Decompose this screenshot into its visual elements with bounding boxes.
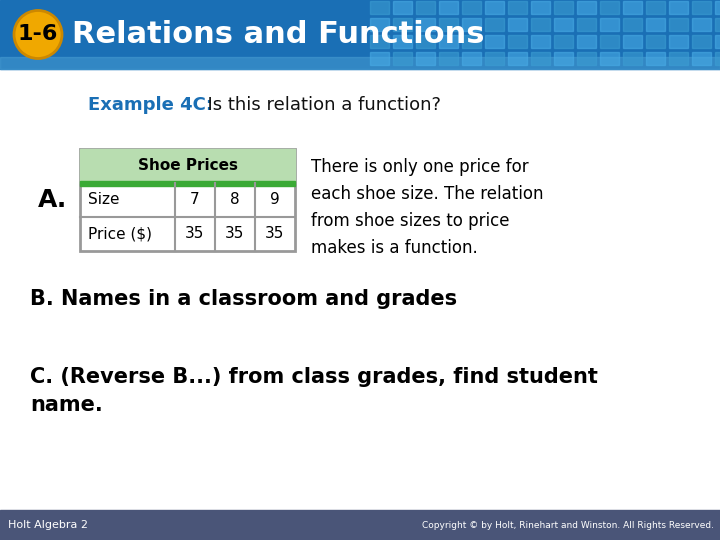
Bar xyxy=(715,18,720,31)
Text: Example 4C:: Example 4C: xyxy=(88,96,213,114)
Text: 35: 35 xyxy=(265,226,284,241)
Text: 8: 8 xyxy=(230,192,240,207)
Bar xyxy=(600,1,619,14)
Bar xyxy=(485,1,504,14)
Bar xyxy=(416,52,435,65)
Bar xyxy=(508,1,527,14)
Bar xyxy=(80,149,295,251)
Bar xyxy=(646,18,665,31)
Bar xyxy=(554,1,573,14)
Bar xyxy=(439,1,458,14)
Bar xyxy=(554,35,573,48)
Bar xyxy=(531,35,550,48)
Bar xyxy=(462,18,481,31)
Text: Size: Size xyxy=(88,192,120,207)
Bar xyxy=(669,35,688,48)
Text: Price ($): Price ($) xyxy=(88,226,152,241)
Text: C. (Reverse B...) from class grades, find student
name.: C. (Reverse B...) from class grades, fin… xyxy=(30,367,598,415)
Bar xyxy=(0,57,720,69)
Text: Holt Algebra 2: Holt Algebra 2 xyxy=(8,520,88,530)
Bar xyxy=(531,52,550,65)
Bar xyxy=(623,18,642,31)
Bar xyxy=(531,1,550,14)
Bar xyxy=(623,1,642,14)
Text: Shoe Prices: Shoe Prices xyxy=(138,159,238,173)
Bar xyxy=(554,52,573,65)
Bar xyxy=(692,18,711,31)
Bar xyxy=(485,18,504,31)
Bar xyxy=(600,52,619,65)
Bar xyxy=(577,18,596,31)
Bar xyxy=(485,52,504,65)
Bar xyxy=(370,35,389,48)
Bar xyxy=(393,52,412,65)
Bar xyxy=(462,35,481,48)
Bar xyxy=(577,52,596,65)
Bar xyxy=(715,52,720,65)
Bar xyxy=(462,52,481,65)
Bar xyxy=(439,18,458,31)
Bar xyxy=(600,35,619,48)
Bar xyxy=(715,35,720,48)
Bar xyxy=(692,52,711,65)
Text: B. Names in a classroom and grades: B. Names in a classroom and grades xyxy=(30,289,457,309)
Bar xyxy=(0,510,720,540)
Bar xyxy=(393,35,412,48)
Bar xyxy=(669,18,688,31)
Bar xyxy=(715,1,720,14)
Text: There is only one price for
each shoe size. The relation
from shoe sizes to pric: There is only one price for each shoe si… xyxy=(311,158,544,257)
Text: 7: 7 xyxy=(190,192,200,207)
Bar xyxy=(600,18,619,31)
Bar xyxy=(485,35,504,48)
Bar xyxy=(416,1,435,14)
Bar xyxy=(531,18,550,31)
Bar xyxy=(80,149,295,183)
Bar xyxy=(416,18,435,31)
Bar xyxy=(370,1,389,14)
Bar xyxy=(554,18,573,31)
Text: Copyright © by Holt, Rinehart and Winston. All Rights Reserved.: Copyright © by Holt, Rinehart and Winsto… xyxy=(422,521,714,530)
Bar xyxy=(646,52,665,65)
Circle shape xyxy=(14,10,62,58)
Bar xyxy=(577,35,596,48)
Bar xyxy=(370,18,389,31)
Bar xyxy=(623,52,642,65)
Text: A.: A. xyxy=(38,188,67,212)
Bar xyxy=(669,52,688,65)
Bar xyxy=(462,1,481,14)
Bar xyxy=(692,35,711,48)
Bar xyxy=(669,1,688,14)
Bar xyxy=(439,52,458,65)
Text: Relations and Functions: Relations and Functions xyxy=(72,20,485,49)
Bar xyxy=(577,1,596,14)
Text: 9: 9 xyxy=(270,192,280,207)
Bar xyxy=(692,1,711,14)
Bar xyxy=(439,35,458,48)
Text: Is this relation a function?: Is this relation a function? xyxy=(196,96,441,114)
Text: 35: 35 xyxy=(185,226,204,241)
Text: 1-6: 1-6 xyxy=(18,24,58,44)
Text: 35: 35 xyxy=(225,226,245,241)
Bar xyxy=(646,35,665,48)
Bar xyxy=(623,35,642,48)
Bar xyxy=(393,1,412,14)
Bar xyxy=(0,0,720,69)
Bar xyxy=(508,18,527,31)
Bar xyxy=(416,35,435,48)
Bar xyxy=(370,52,389,65)
Bar xyxy=(508,52,527,65)
Bar xyxy=(508,35,527,48)
Bar xyxy=(80,181,295,186)
Bar xyxy=(393,18,412,31)
Bar xyxy=(646,1,665,14)
